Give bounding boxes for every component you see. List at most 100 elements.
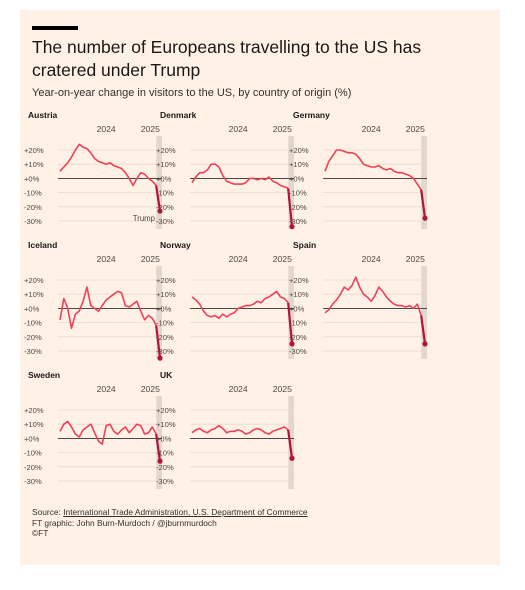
chart-subtitle: Year-on-year change in visitors to the U… bbox=[32, 87, 352, 99]
y-tick-label: -10% bbox=[289, 319, 307, 328]
y-tick-label: +20% bbox=[156, 276, 176, 285]
panel-uk: UK 2024 2025 +20% +10% +0% -10% -20% -30% bbox=[156, 370, 295, 489]
y-tick-label: -20% bbox=[156, 203, 174, 212]
x-tick-label: 2024 bbox=[229, 124, 248, 134]
panel-austria: Austria 2024 2025 +20% +10% +0% -10% -20% -30% Tr… bbox=[24, 110, 163, 229]
trump-segment bbox=[420, 315, 427, 345]
end-point bbox=[157, 458, 163, 464]
x-tick-label: 2025 bbox=[141, 384, 160, 394]
y-tick-label: -30% bbox=[156, 347, 174, 356]
x-tick-label: 2024 bbox=[97, 254, 116, 264]
y-tick-label: -20% bbox=[24, 333, 42, 342]
y-tick-label: -20% bbox=[289, 333, 307, 342]
series-line bbox=[324, 276, 422, 316]
trump-period-band bbox=[288, 396, 294, 489]
y-tick-label: +20% bbox=[156, 406, 176, 415]
y-tick-label: +20% bbox=[24, 276, 44, 285]
series-line bbox=[191, 163, 289, 190]
y-tick-label: -30% bbox=[156, 217, 174, 226]
y-tick-label: +20% bbox=[289, 276, 309, 285]
trump-segment bbox=[155, 185, 162, 212]
trump-period-band bbox=[156, 396, 162, 489]
y-tick-label: -20% bbox=[156, 463, 174, 472]
end-point bbox=[422, 215, 428, 221]
y-tick-label: -10% bbox=[24, 189, 42, 198]
panel-norway: Norway 2024 2025 +20% +10% +0% -10% -20% -30% bbox=[156, 240, 295, 359]
end-point bbox=[289, 224, 295, 230]
series-line bbox=[191, 290, 289, 320]
trump-period-band bbox=[156, 266, 162, 359]
series-line bbox=[324, 149, 422, 191]
y-tick-label: -30% bbox=[24, 347, 42, 356]
y-tick-label: +10% bbox=[289, 160, 309, 169]
panel-title: Austria bbox=[28, 110, 58, 120]
panel-title: Germany bbox=[293, 110, 330, 120]
y-tick-label: -10% bbox=[156, 449, 174, 458]
panel-title: Norway bbox=[160, 240, 191, 250]
trump-period-band bbox=[156, 136, 162, 229]
y-tick-label: +0% bbox=[289, 174, 305, 183]
trump-period-band bbox=[421, 266, 427, 359]
trump-segment bbox=[287, 429, 294, 459]
y-tick-label: -30% bbox=[289, 217, 307, 226]
panel-germany: Germany 2024 2025 +20% +10% +0% -10% -20% -30% bbox=[289, 110, 428, 229]
y-tick-label: +0% bbox=[156, 304, 172, 313]
x-tick-label: 2025 bbox=[273, 124, 292, 134]
x-tick-label: 2024 bbox=[229, 384, 248, 394]
copyright: ©FT bbox=[32, 528, 49, 538]
chart-footer: Source: International Trade Administrati… bbox=[32, 507, 308, 539]
panel-sweden: Sweden 2024 2025 +20% +10% +0% -10% -20% -30% bbox=[24, 370, 163, 489]
y-tick-label: +0% bbox=[24, 304, 40, 313]
x-tick-label: 2024 bbox=[229, 254, 248, 264]
header-rule bbox=[32, 26, 78, 30]
series-line bbox=[59, 420, 157, 445]
y-tick-label: +10% bbox=[289, 290, 309, 299]
y-tick-label: -10% bbox=[24, 319, 42, 328]
y-tick-label: +10% bbox=[24, 420, 44, 429]
y-tick-label: +10% bbox=[156, 160, 176, 169]
y-tick-label: -10% bbox=[289, 189, 307, 198]
y-tick-label: -30% bbox=[156, 477, 174, 486]
trump-period-band bbox=[421, 136, 427, 229]
x-tick-label: 2025 bbox=[273, 384, 292, 394]
end-point bbox=[157, 208, 163, 214]
x-tick-label: 2025 bbox=[406, 124, 425, 134]
y-tick-label: -20% bbox=[24, 463, 42, 472]
panel-title: Sweden bbox=[28, 370, 60, 380]
y-tick-label: -30% bbox=[24, 477, 42, 486]
x-tick-label: 2025 bbox=[273, 254, 292, 264]
panel-iceland: Iceland 2024 2025 +20% +10% +0% -10% -20% -30% bbox=[24, 240, 163, 361]
y-tick-label: +10% bbox=[156, 420, 176, 429]
graphic-credit: FT graphic: John Burn-Murdoch / @jburnmu… bbox=[32, 517, 217, 528]
source-line: Source: International Trade Administrati… bbox=[32, 507, 308, 518]
y-tick-label: +20% bbox=[289, 146, 309, 155]
y-tick-label: -30% bbox=[24, 217, 42, 226]
y-tick-label: -20% bbox=[156, 333, 174, 342]
trump-segment bbox=[155, 433, 162, 462]
y-tick-label: +20% bbox=[24, 146, 44, 155]
y-tick-label: -30% bbox=[289, 347, 307, 356]
panel-title: Denmark bbox=[160, 110, 197, 120]
end-point bbox=[289, 341, 295, 347]
x-tick-label: 2024 bbox=[97, 384, 116, 394]
y-tick-label: +0% bbox=[24, 174, 40, 183]
x-tick-label: 2024 bbox=[362, 254, 381, 264]
y-tick-label: +0% bbox=[289, 304, 305, 313]
x-tick-label: 2025 bbox=[141, 254, 160, 264]
y-tick-label: +10% bbox=[24, 290, 44, 299]
y-tick-label: +10% bbox=[156, 290, 176, 299]
series-line bbox=[59, 143, 157, 187]
source-label: Source: bbox=[32, 507, 61, 517]
x-tick-label: 2024 bbox=[97, 124, 116, 134]
y-tick-label: -20% bbox=[24, 203, 42, 212]
panel-title: UK bbox=[160, 370, 173, 380]
trump-segment bbox=[420, 189, 427, 219]
x-tick-label: 2024 bbox=[362, 124, 381, 134]
y-tick-label: +0% bbox=[156, 434, 172, 443]
chart-card: The number of Europeans travelling to th… bbox=[20, 10, 500, 565]
panel-denmark: Denmark 2024 2025 +20% +10% +0% -10% -20% -30% bbox=[156, 110, 295, 230]
panel-title: Iceland bbox=[28, 240, 57, 250]
source-link[interactable]: International Trade Administration, U.S.… bbox=[63, 507, 308, 517]
panel-spain: Spain 2024 2025 +20% +10% +0% -10% -20% -30% bbox=[289, 240, 428, 359]
